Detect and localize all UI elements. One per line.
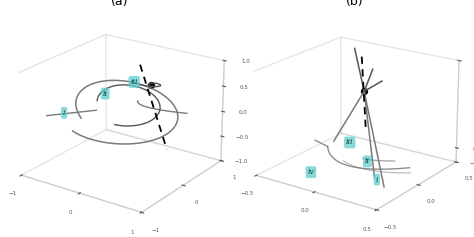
Title: (a): (a) (111, 0, 128, 8)
Title: (b): (b) (346, 0, 363, 8)
